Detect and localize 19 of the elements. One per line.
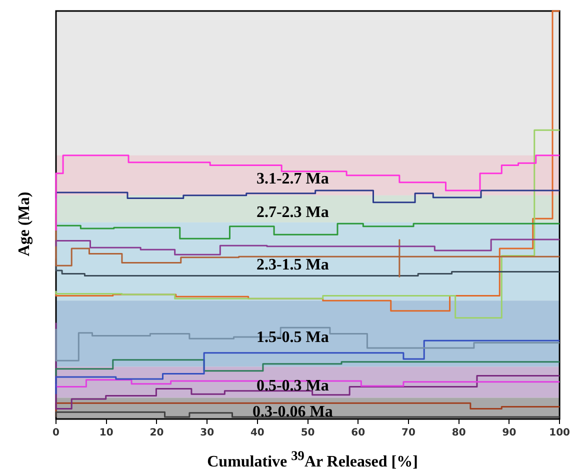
- x-tick-label: 80: [452, 428, 466, 439]
- x-tick-label: 40: [250, 428, 264, 439]
- x-tick-label: 100: [549, 428, 570, 439]
- x-tick-label: 60: [351, 428, 366, 439]
- x-tick-label: 20: [150, 428, 164, 439]
- band-label: 0.5-0.3 Ma: [256, 377, 329, 394]
- x-tick-label: 10: [99, 428, 114, 439]
- band-label: 1.5-0.5 Ma: [256, 328, 329, 346]
- x-tick-label: 30: [200, 428, 214, 439]
- band-label: 2.3-1.5 Ma: [256, 256, 329, 274]
- x-tick-label: 50: [300, 428, 315, 439]
- x-tick-label: 70: [402, 428, 416, 439]
- y-axis-title: Age (Ma): [16, 190, 34, 258]
- band-label: 3.1-2.7 Ma: [256, 170, 329, 188]
- band-label: 0.3-0.06 Ma: [252, 404, 333, 421]
- x-axis-title: Cumulative $^{39}$Ar Released [%]: [206, 448, 419, 472]
- x-tick-label: 90: [502, 428, 516, 439]
- x-tick-label: 0: [52, 428, 60, 439]
- band-label: 2.7-2.3 Ma: [256, 204, 329, 222]
